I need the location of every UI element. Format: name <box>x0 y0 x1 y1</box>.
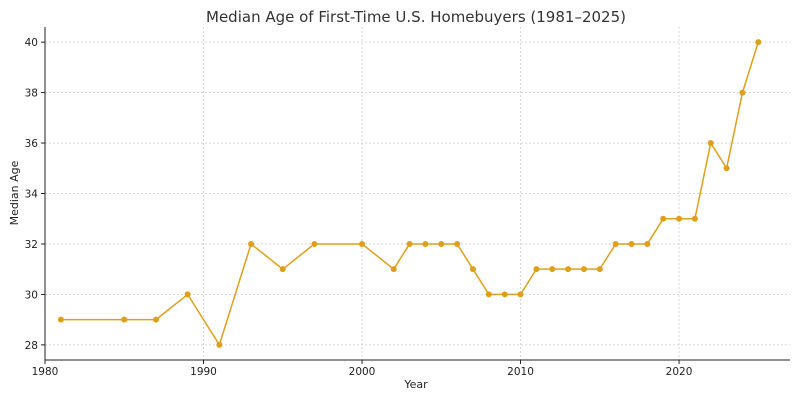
data-point <box>184 291 191 298</box>
data-point <box>549 266 556 273</box>
axes-layer: 1980 1990 2000 2010 2020 28 30 32 34 36 38 40 <box>25 27 790 378</box>
data-point <box>628 240 635 247</box>
series-layer <box>57 39 762 348</box>
grid-layer <box>44 27 790 360</box>
data-point <box>390 266 397 273</box>
data-point <box>359 240 366 247</box>
y-tick-label: 40 <box>25 37 38 49</box>
x-tick-label: 1990 <box>190 366 217 378</box>
data-point <box>707 140 714 147</box>
data-point <box>676 215 683 222</box>
y-tick-label: 32 <box>25 239 38 251</box>
y-tick-label: 34 <box>25 189 39 201</box>
data-point <box>691 215 698 222</box>
data-point <box>121 316 128 323</box>
data-point <box>422 240 429 247</box>
x-axis-label: Year <box>403 378 428 391</box>
data-point <box>438 240 445 247</box>
data-point <box>533 266 540 273</box>
chart-title: Median Age of First-Time U.S. Homebuyers… <box>206 8 626 26</box>
data-point <box>755 39 762 46</box>
y-tick-label: 30 <box>25 289 38 301</box>
data-point <box>152 316 159 323</box>
data-point <box>612 240 619 247</box>
y-tick-label: 28 <box>25 340 38 352</box>
data-point <box>565 266 572 273</box>
data-point <box>469 266 476 273</box>
data-point <box>311 240 318 247</box>
x-tick-label: 1980 <box>32 366 59 378</box>
data-point <box>501 291 508 298</box>
y-axis-label: Median Age <box>8 160 21 225</box>
data-point <box>739 89 746 96</box>
x-tick-label: 2000 <box>349 366 376 378</box>
data-point <box>454 240 461 247</box>
data-point <box>660 215 667 222</box>
x-tick-label: 2020 <box>666 366 693 378</box>
data-point <box>596 266 603 273</box>
data-point <box>517 291 524 298</box>
data-point <box>216 341 223 348</box>
data-point <box>406 240 413 247</box>
data-point <box>580 266 587 273</box>
data-point <box>644 240 651 247</box>
y-tick-label: 38 <box>25 88 38 100</box>
data-point <box>248 240 255 247</box>
x-tick-label: 2010 <box>507 366 534 378</box>
data-point <box>485 291 492 298</box>
data-point <box>723 165 730 172</box>
data-point <box>279 266 286 273</box>
y-tick-label: 36 <box>25 138 39 150</box>
data-point <box>57 316 64 323</box>
